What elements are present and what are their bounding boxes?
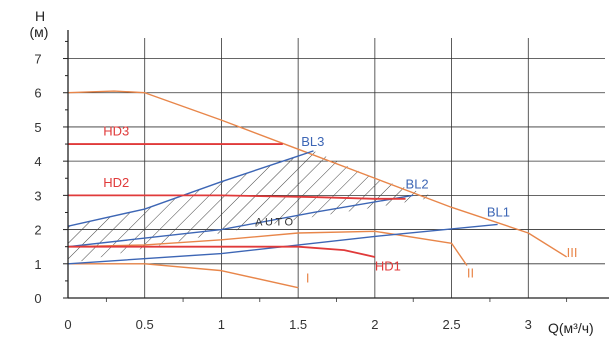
axes	[63, 30, 609, 299]
curve-label-bl3: BL3	[301, 134, 324, 149]
series-hd2-line	[68, 194, 406, 200]
series-bl1-line	[68, 223, 498, 265]
x-tick-label: 0.5	[136, 317, 154, 332]
curve-label-hd2: HD2	[103, 175, 129, 190]
x-axis-title: Q(м³/ч)	[548, 320, 594, 336]
y-tick-label: 6	[34, 86, 41, 101]
curve-label-bl1: BL1	[487, 205, 510, 220]
x-tick-label: 0	[64, 317, 71, 332]
y-tick-label: 4	[34, 154, 41, 169]
x-tick-label: 1.5	[289, 317, 307, 332]
y-tick-label: 2	[34, 223, 41, 238]
curve-label-iii: III	[567, 245, 578, 260]
series-iii-line	[68, 90, 568, 258]
curve-label-auto: AUTO	[255, 216, 295, 228]
curve-label-i: I	[306, 271, 310, 286]
x-tick-label: 2.5	[443, 317, 461, 332]
series-bl3-line	[68, 150, 314, 227]
x-tick-label: 2	[371, 317, 378, 332]
curve-label-hd3: HD3	[103, 124, 129, 139]
y-tick-label: 1	[34, 257, 41, 272]
y-axis-unit: (м)	[30, 24, 49, 40]
curve-label-ii: II	[467, 265, 474, 280]
series-i-line	[68, 263, 299, 289]
auto-hatch-region	[68, 150, 437, 264]
x-tick-label: 1	[218, 317, 225, 332]
curve-label-hd1: HD1	[375, 259, 401, 274]
series-ii-line	[68, 230, 468, 266]
x-tick-label: 3	[525, 317, 532, 332]
y-tick-label: 0	[34, 291, 41, 306]
y-tick-label: 3	[34, 188, 41, 203]
series-bl2-line	[68, 194, 414, 248]
y-tick-label: 7	[34, 52, 41, 67]
y-tick-label: 5	[34, 120, 41, 135]
curve-label-bl2: BL2	[406, 177, 429, 192]
series-hd1-line	[68, 245, 376, 258]
y-axis-title: H	[35, 8, 45, 24]
